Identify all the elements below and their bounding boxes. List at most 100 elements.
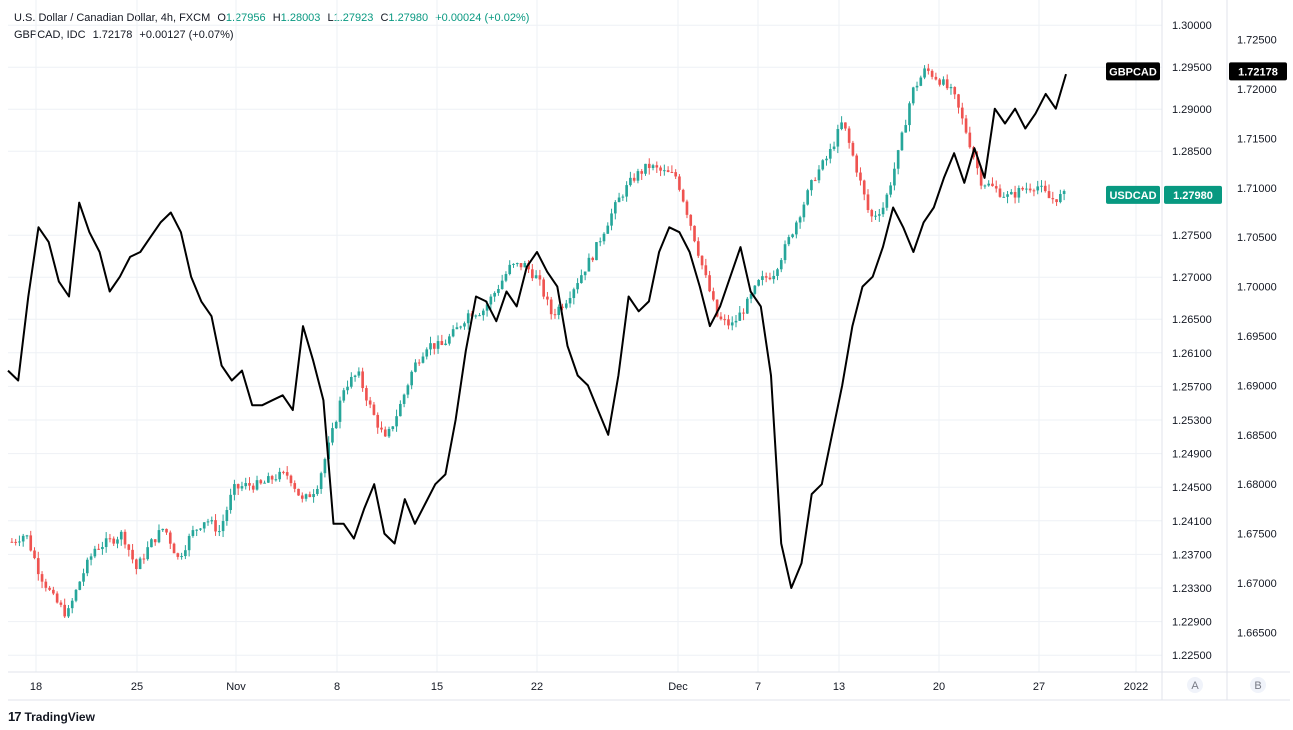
candle-body xyxy=(508,264,512,275)
candle-body xyxy=(900,132,904,151)
scale-a-button[interactable] xyxy=(1187,677,1203,693)
candle-body xyxy=(991,183,994,187)
usdcad-candle xyxy=(89,553,93,566)
main-series-legend[interactable]: U.S. Dollar / Canadian Dollar, 4h, FXCM … xyxy=(14,11,529,25)
candle-body xyxy=(1051,198,1055,200)
usdcad-candle xyxy=(131,543,134,564)
candle-body xyxy=(497,289,500,293)
candle-body xyxy=(229,494,232,511)
compare-value: 1.72178 xyxy=(92,29,133,41)
candle-body xyxy=(36,558,40,575)
candle-body xyxy=(617,197,621,203)
usdcad-candle xyxy=(772,270,776,284)
usdcad-candle xyxy=(613,200,617,220)
time-axis[interactable]: 18 25 Nov 8 15 22 Dec 7 13 20 27 2022 xyxy=(30,681,1148,693)
usdcad-tick-label: 1.27500 xyxy=(1172,230,1212,242)
candle-body xyxy=(987,183,991,186)
compare-series-legend[interactable]: GBPCAD, IDC 1.72178 +0.00127 (+0.07%) xyxy=(14,28,234,42)
usdcad-candle xyxy=(719,312,723,321)
usdcad-tick-label: 1.29500 xyxy=(1172,62,1212,74)
usdcad-candle xyxy=(380,421,383,433)
candle-body xyxy=(696,241,700,256)
usdcad-candle xyxy=(206,518,210,526)
candle-body xyxy=(210,520,214,522)
usdcad-candle xyxy=(877,208,881,222)
usdcad-candle xyxy=(425,347,429,360)
usdcad-tick-label: 1.25700 xyxy=(1172,381,1212,393)
usdcad-candle xyxy=(885,192,889,211)
usdcad-candle xyxy=(270,474,274,484)
price-scale-gbpcad[interactable]: 1.72500 1.72000 1.71500 1.71000 1.70500 1.700… xyxy=(1237,35,1277,640)
candle-body xyxy=(308,494,312,498)
candle-body xyxy=(915,85,919,88)
usdcad-candle xyxy=(591,256,595,263)
candle-body xyxy=(368,400,372,405)
usdcad-candle xyxy=(983,184,987,189)
candle-body xyxy=(383,429,387,437)
candle-body xyxy=(97,548,100,550)
usdcad-tick-label: 1.25300 xyxy=(1172,415,1212,427)
usdcad-candle xyxy=(919,75,923,87)
candle-body xyxy=(123,531,127,545)
usdcad-candle xyxy=(734,314,738,328)
candle-body xyxy=(591,257,595,261)
scale-buttons[interactable]: A B xyxy=(1187,677,1266,693)
tradingview-logo[interactable]: 17 TradingView xyxy=(8,709,95,724)
time-tick-label: 15 xyxy=(431,681,443,693)
candle-body xyxy=(440,341,444,346)
usdcad-candle xyxy=(40,571,44,589)
candle-body xyxy=(67,608,70,617)
candle-body xyxy=(48,587,51,590)
candle-body xyxy=(85,559,89,574)
scale-b-button[interactable] xyxy=(1250,677,1266,693)
time-tick-label: 25 xyxy=(131,681,143,693)
usdcad-candle xyxy=(666,166,670,173)
candle-body xyxy=(214,520,217,532)
grid-lines xyxy=(8,0,1162,672)
candle-body xyxy=(938,79,941,85)
usdcad-candle xyxy=(236,483,240,495)
candle-body xyxy=(844,122,847,129)
usdcad-candle xyxy=(730,316,734,331)
candle-body xyxy=(613,202,617,214)
candle-body xyxy=(949,87,953,89)
usdcad-candle xyxy=(915,81,919,92)
usdcad-candle xyxy=(399,400,402,417)
compare-symbol-label: GBPCAD, IDC xyxy=(14,29,86,41)
usdcad-candle xyxy=(116,536,119,549)
candle-body xyxy=(135,559,138,570)
usdcad-candle xyxy=(285,466,289,480)
usdcad-candle xyxy=(504,271,508,283)
usdcad-candle xyxy=(866,189,870,213)
candle-body xyxy=(549,299,553,315)
usdcad-candle xyxy=(546,291,549,306)
usdcad-candle xyxy=(700,255,704,270)
candle-body xyxy=(481,310,485,316)
usdcad-candle xyxy=(259,479,263,485)
usdcad-candle xyxy=(745,296,749,314)
usdcad-candle xyxy=(587,253,591,272)
candle-body xyxy=(1021,187,1024,190)
usdcad-candle xyxy=(180,552,183,560)
candle-body xyxy=(761,276,764,281)
candle-body xyxy=(666,170,670,172)
usdcad-candle xyxy=(21,533,25,547)
price-scale-usdcad[interactable]: 1.30000 1.29500 1.29000 1.28500 1.27500 1.270… xyxy=(1172,20,1212,662)
usdcad-candle xyxy=(217,524,221,537)
usdcad-candle xyxy=(1051,191,1055,204)
change-value: +0.00024 (+0.02%) xyxy=(435,12,530,24)
usdcad-candle xyxy=(289,474,293,487)
usdcad-value-tag-bg xyxy=(1164,185,1222,204)
usdcad-candle xyxy=(761,270,764,286)
candle-body xyxy=(847,128,851,143)
usdcad-tick-label: 1.26100 xyxy=(1172,348,1212,360)
candle-body xyxy=(402,394,406,404)
candle-body xyxy=(632,177,636,181)
candle-body xyxy=(576,283,579,290)
usdcad-candle xyxy=(519,263,523,271)
usdcad-candle xyxy=(757,279,760,287)
usdcad-candle xyxy=(138,556,142,570)
usdcad-candle xyxy=(459,325,463,330)
candle-body xyxy=(10,541,14,543)
